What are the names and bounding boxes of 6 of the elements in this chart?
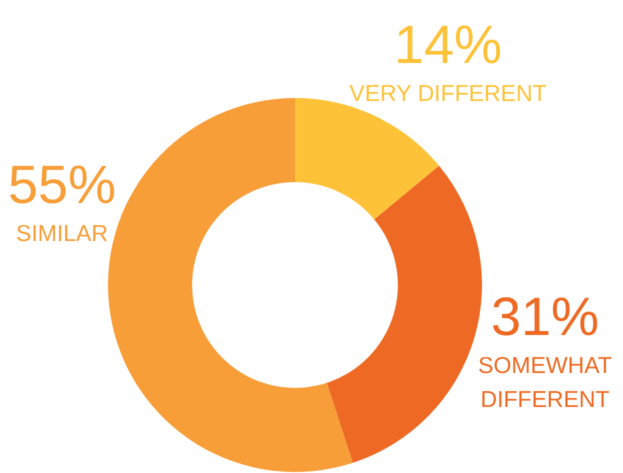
data-label: 31% [490,287,600,347]
slice-label: SOMEWHAT DIFFERENT [478,352,612,412]
slice-label: VERY DIFFERENT [349,80,547,106]
data-label: 55% [8,155,116,215]
slice-label: SIMILAR [16,220,108,246]
data-label: 14% [394,15,502,75]
